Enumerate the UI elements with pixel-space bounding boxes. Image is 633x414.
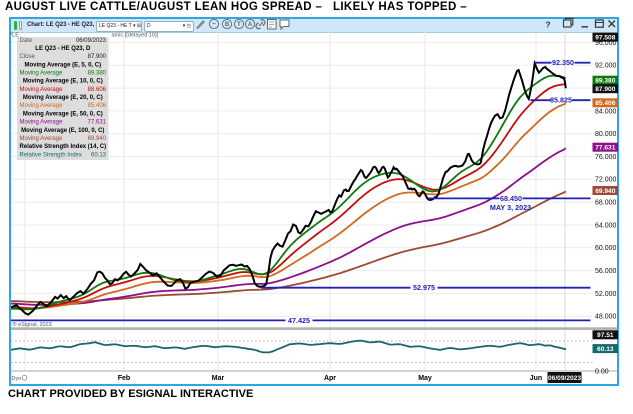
svg-text:97.51: 97.51 xyxy=(597,332,614,339)
svg-text:06/09/2023: 06/09/2023 xyxy=(548,375,581,382)
svg-text:0.00: 0.00 xyxy=(595,368,609,375)
svg-text:52.975: 52.975 xyxy=(413,283,435,292)
svg-text:77.631: 77.631 xyxy=(88,120,107,126)
svg-text:60.13: 60.13 xyxy=(597,346,614,353)
svg-text:Close: Close xyxy=(20,54,36,60)
svg-text:87.900: 87.900 xyxy=(88,54,107,60)
svg-text:85.825: 85.825 xyxy=(550,96,572,105)
svg-text:Moving Average: Moving Average xyxy=(20,136,64,142)
svg-text:amic [(delayed 10)]: amic [(delayed 10)] xyxy=(112,33,159,39)
svg-text:Moving Average (E, 5, 0, C): Moving Average (E, 5, 0, C) xyxy=(25,62,102,68)
svg-text:LE Q23 - HE Q23, D: LE Q23 - HE Q23, D xyxy=(35,46,91,52)
svg-text:69.940: 69.940 xyxy=(88,136,107,142)
svg-text:96.000: 96.000 xyxy=(595,40,617,47)
svg-text:52.000: 52.000 xyxy=(595,291,617,298)
svg-text:*LE: *LE xyxy=(10,33,19,39)
svg-text:92.350: 92.350 xyxy=(552,58,574,67)
svg-text:~: ~ xyxy=(212,22,216,28)
svg-text:MAY 3, 2023: MAY 3, 2023 xyxy=(490,203,531,212)
svg-text:77.631: 77.631 xyxy=(595,145,616,152)
svg-text:May: May xyxy=(418,375,432,382)
svg-text:Relative Strength Index: Relative Strength Index xyxy=(20,152,82,158)
svg-text:47.425: 47.425 xyxy=(288,316,310,325)
svg-text:Dyn: Dyn xyxy=(12,376,22,382)
svg-text:64.000: 64.000 xyxy=(595,222,617,229)
svg-text:Moving Average (E, 10, 0, C): Moving Average (E, 10, 0, C) xyxy=(23,79,103,85)
svg-text:89.380: 89.380 xyxy=(88,71,107,77)
svg-text:76.000: 76.000 xyxy=(595,154,617,161)
svg-text:T: T xyxy=(237,22,241,28)
svg-text:92.000: 92.000 xyxy=(595,63,617,70)
svg-text:06/09/2023: 06/09/2023 xyxy=(76,38,107,44)
svg-text:48.000: 48.000 xyxy=(595,314,617,321)
svg-text:68.450: 68.450 xyxy=(500,194,522,203)
svg-text:Moving Average: Moving Average xyxy=(20,120,64,126)
svg-text:85.406: 85.406 xyxy=(88,103,107,109)
svg-text:Moving Average: Moving Average xyxy=(20,87,64,93)
svg-text:72.000: 72.000 xyxy=(595,177,617,184)
svg-text:68.000: 68.000 xyxy=(595,200,617,207)
svg-text:Apr: Apr xyxy=(324,375,336,382)
svg-text:84.000: 84.000 xyxy=(595,108,617,115)
svg-text:69.940: 69.940 xyxy=(595,188,616,195)
svg-text:?: ? xyxy=(545,19,550,29)
svg-text:® eSignal, 2023: ® eSignal, 2023 xyxy=(13,321,52,328)
svg-text:56.000: 56.000 xyxy=(595,268,617,275)
svg-text:89.380: 89.380 xyxy=(595,78,616,85)
svg-text:Moving Average: Moving Average xyxy=(20,71,64,77)
svg-text:Moving Average (E, 50, 0, C): Moving Average (E, 50, 0, C) xyxy=(23,111,103,117)
svg-text:85.406: 85.406 xyxy=(595,100,616,107)
svg-text:Jun: Jun xyxy=(530,375,542,382)
svg-text:Moving Average: Moving Average xyxy=(20,103,64,109)
svg-text:80.000: 80.000 xyxy=(595,131,617,138)
svg-text:87.900: 87.900 xyxy=(595,86,616,93)
svg-text:A: A xyxy=(248,22,253,28)
svg-text:Mar: Mar xyxy=(212,375,225,382)
svg-text:Moving Average (E, 100, 0, C): Moving Average (E, 100, 0, C) xyxy=(21,128,104,134)
svg-text:Moving Average (E, 20, 0, C): Moving Average (E, 20, 0, C) xyxy=(23,95,103,101)
svg-text:60.000: 60.000 xyxy=(595,245,617,252)
svg-text:Relative Strength Index (14, C: Relative Strength Index (14, C) xyxy=(19,144,106,150)
svg-text:B: B xyxy=(225,22,230,28)
svg-text:97.508: 97.508 xyxy=(595,35,616,42)
svg-text:Date: Date xyxy=(20,38,33,44)
svg-text:88.606: 88.606 xyxy=(88,87,107,93)
svg-text:Feb: Feb xyxy=(118,375,130,382)
svg-text:60.13: 60.13 xyxy=(91,152,107,158)
